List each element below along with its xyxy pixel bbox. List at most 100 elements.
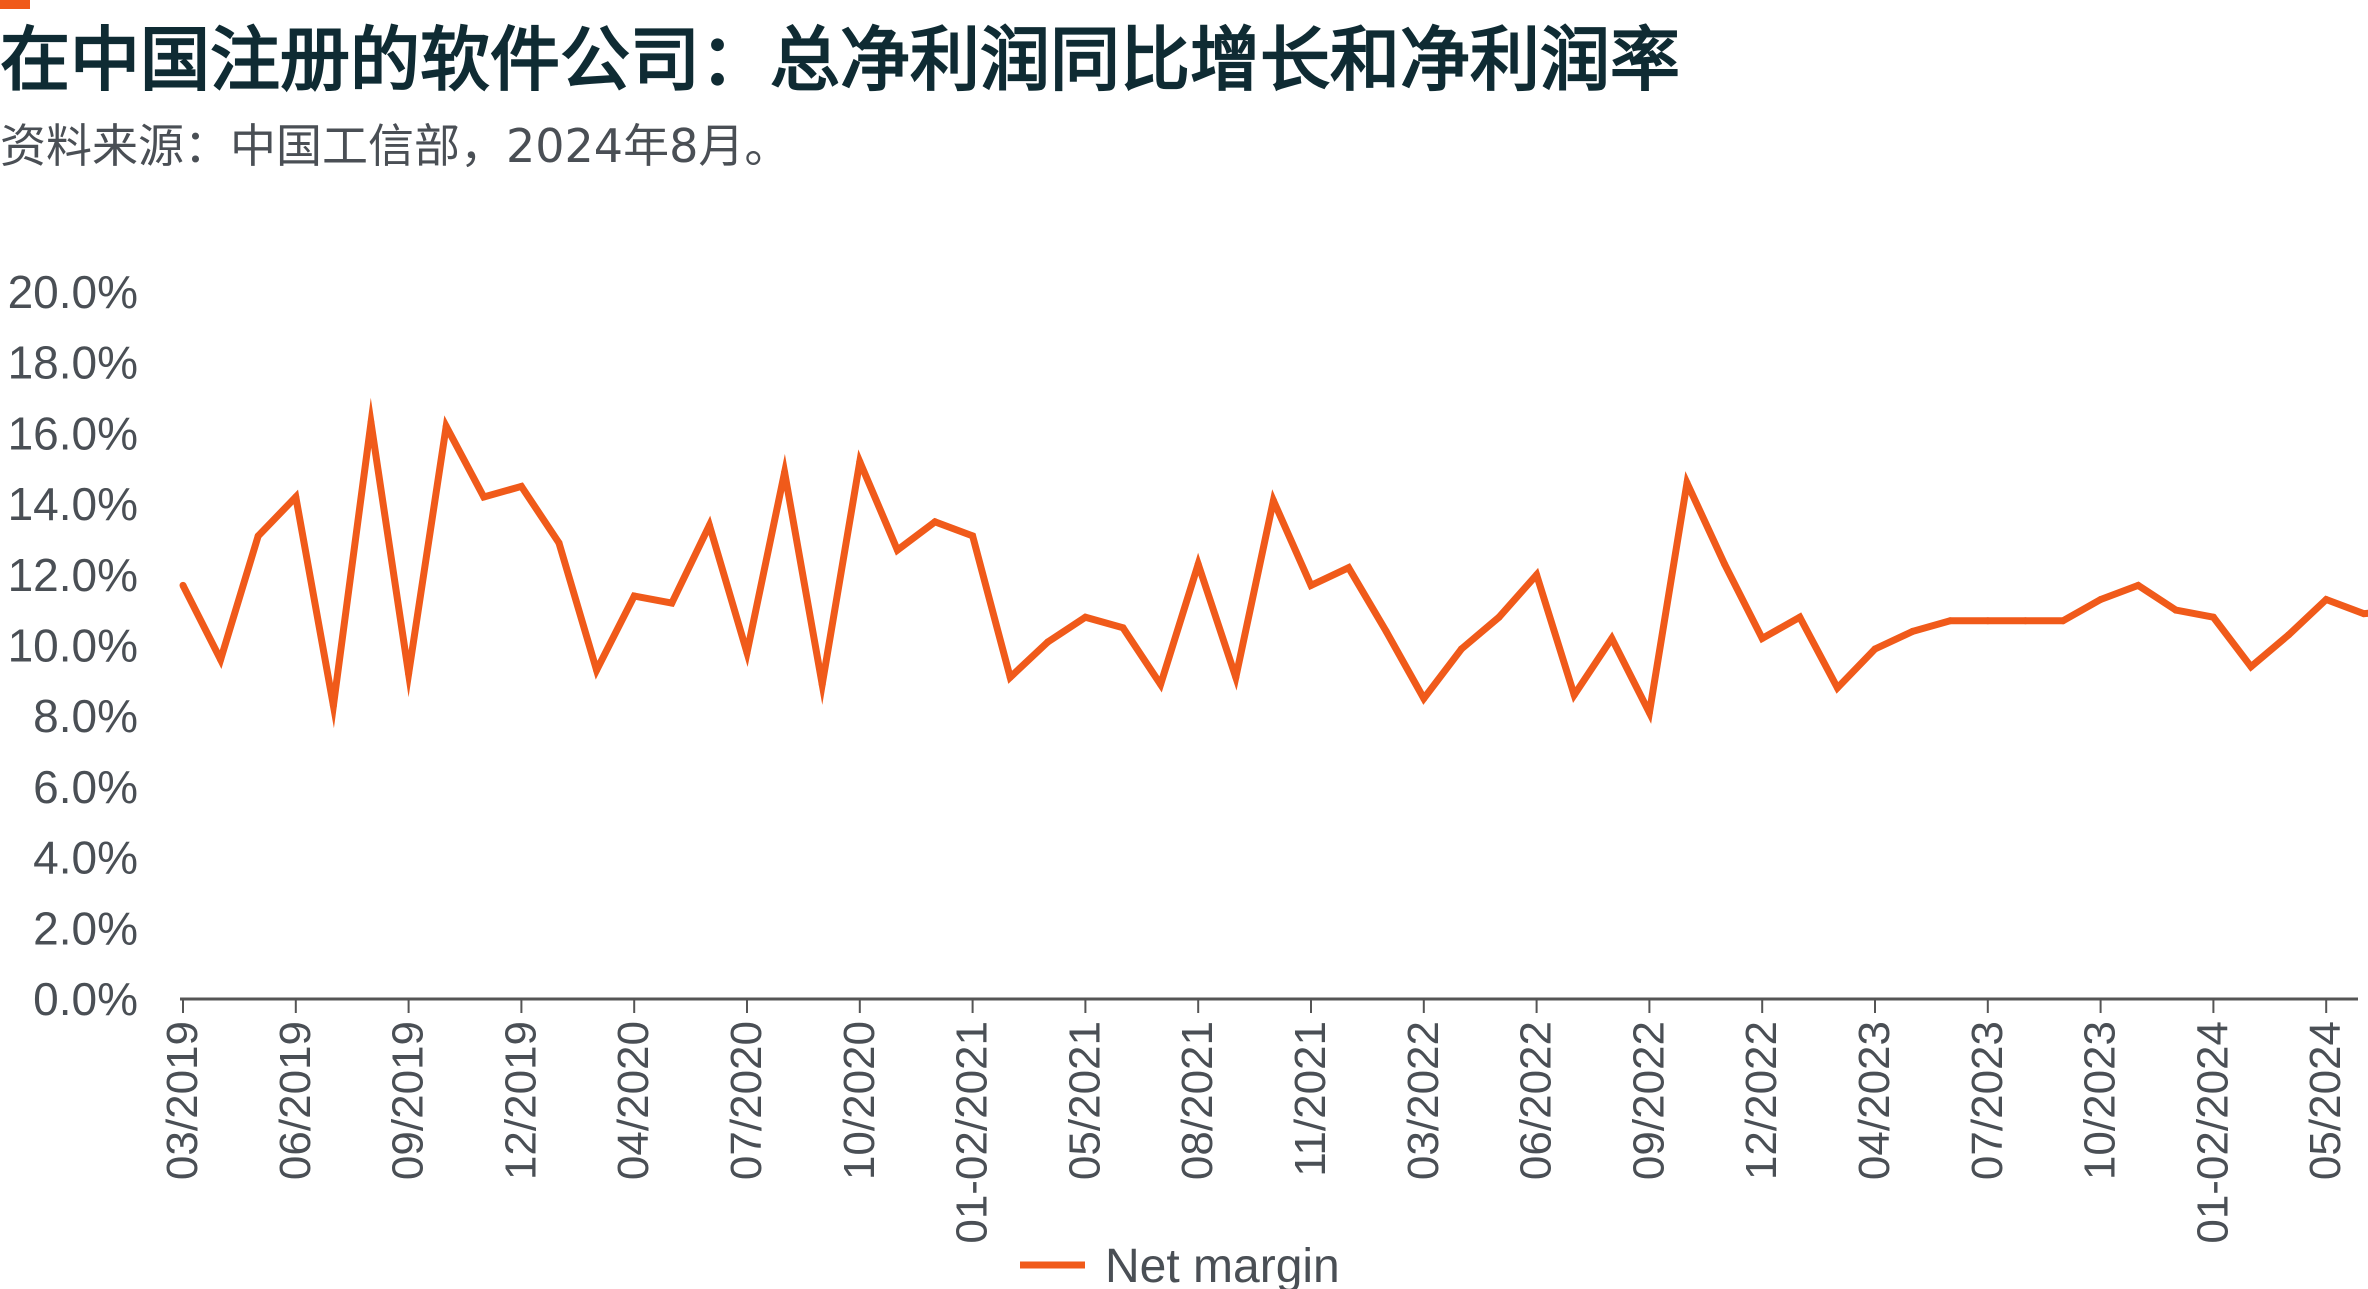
- y-tick-label: 20.0%: [8, 266, 138, 318]
- x-tick-label: 06/2022: [1512, 1021, 1561, 1180]
- x-tick-label: 09/2019: [384, 1021, 433, 1180]
- data-point: [1382, 627, 1390, 635]
- data-point: [969, 532, 977, 540]
- x-tick-label: 11/2021: [1286, 1021, 1335, 1177]
- data-point: [1721, 560, 1729, 568]
- data-point: [1871, 645, 1879, 653]
- x-tick-label: 12/2022: [1737, 1021, 1786, 1180]
- data-point: [292, 493, 300, 501]
- data-point: [2134, 581, 2142, 589]
- y-tick-label: 16.0%: [8, 407, 138, 459]
- data-point: [2247, 663, 2255, 671]
- legend: Net margin: [1020, 1240, 1340, 1289]
- data-point: [1683, 479, 1691, 487]
- data-point: [2097, 596, 2105, 604]
- data-point: [931, 518, 939, 526]
- data-point: [1006, 673, 1014, 681]
- data-point: [2285, 631, 2293, 639]
- data-point: [1119, 624, 1127, 632]
- chart-source-note: 资料来源：中国工信部，2024年8月。: [0, 119, 791, 173]
- x-tick-label: 04/2020: [609, 1021, 658, 1180]
- data-point: [1570, 691, 1578, 699]
- x-tick-label: 01-02/2024: [2188, 1021, 2237, 1244]
- x-tick-label: 03/2019: [158, 1021, 207, 1180]
- series-layer: [179, 397, 2368, 729]
- x-tick-label: 09/2022: [1624, 1021, 1673, 1180]
- data-point: [1269, 497, 1277, 505]
- data-point: [405, 670, 413, 678]
- data-point: [818, 680, 826, 688]
- y-tick-label: 4.0%: [33, 832, 138, 884]
- chart-title: 在中国注册的软件公司：总净利润同比增长和净利润率: [0, 19, 1680, 101]
- y-axis: 0.0% 2.0% 4.0% 6.0% 8.0% 10.0% 12.0% 14.0% 16.0%…: [8, 266, 138, 1025]
- x-tick-label: 08/2021: [1173, 1021, 1222, 1180]
- x-tick-label: 03/2022: [1399, 1021, 1448, 1180]
- legend-label-net-margin: Net margin: [1105, 1240, 1340, 1289]
- data-point: [2059, 617, 2067, 625]
- x-tick-label: 10/2020: [835, 1021, 884, 1180]
- data-point: [2322, 596, 2330, 604]
- data-point: [630, 592, 638, 600]
- data-point: [2172, 606, 2180, 614]
- data-point: [743, 649, 751, 657]
- y-tick-label: 12.0%: [8, 549, 138, 601]
- data-point: [668, 599, 676, 607]
- data-point: [1232, 673, 1240, 681]
- data-point: [593, 666, 601, 674]
- data-point: [367, 419, 375, 427]
- data-point: [1984, 617, 1992, 625]
- data-point: [1645, 709, 1653, 717]
- data-point: [1307, 581, 1315, 589]
- data-point: [1044, 638, 1052, 646]
- y-tick-label: 8.0%: [33, 690, 138, 742]
- x-tick-label: 05/2024: [2301, 1021, 2350, 1180]
- data-point: [179, 581, 187, 589]
- y-tick-label: 14.0%: [8, 478, 138, 530]
- data-point: [2360, 610, 2368, 618]
- data-point: [1457, 645, 1465, 653]
- x-tick-label: 05/2021: [1060, 1021, 1109, 1180]
- data-point: [1194, 560, 1202, 568]
- data-point: [893, 546, 901, 554]
- data-point: [781, 468, 789, 476]
- y-tick-label: 6.0%: [33, 761, 138, 813]
- x-tick-label: 04/2023: [1850, 1021, 1899, 1180]
- data-point: [480, 493, 488, 501]
- data-point: [517, 482, 525, 490]
- x-tick-label: 12/2019: [496, 1021, 545, 1180]
- series-line-net-margin: [179, 397, 2368, 729]
- data-point: [1946, 617, 1954, 625]
- x-tick-label: 07/2020: [722, 1021, 771, 1180]
- x-tick-label: 10/2023: [2076, 1021, 2125, 1180]
- accent-bar: [0, 0, 30, 9]
- data-point: [1833, 684, 1841, 692]
- x-tick-label: 06/2019: [271, 1021, 320, 1180]
- data-point: [1758, 634, 1766, 642]
- data-point: [856, 458, 864, 466]
- data-point: [217, 656, 225, 664]
- data-point: [1608, 634, 1616, 642]
- data-point: [2021, 617, 2029, 625]
- data-point: [329, 702, 337, 710]
- data-point: [1345, 564, 1353, 572]
- data-point: [442, 422, 450, 430]
- y-tick-label: 10.0%: [8, 620, 138, 672]
- data-point: [1796, 613, 1804, 621]
- x-tick-label: 01-02/2021: [948, 1021, 997, 1244]
- data-point: [1081, 613, 1089, 621]
- data-point: [254, 532, 262, 540]
- y-tick-label: 0.0%: [33, 973, 138, 1025]
- data-point: [1157, 680, 1165, 688]
- data-point: [555, 539, 563, 547]
- data-point: [705, 521, 713, 529]
- x-axis: 03/2019 06/2019 09/2019 12/2019 04/2020 07/20…: [158, 999, 2350, 1244]
- data-point: [1420, 695, 1428, 703]
- data-point: [1533, 571, 1541, 579]
- y-tick-label: 18.0%: [8, 337, 138, 389]
- data-point: [1909, 627, 1917, 635]
- data-point: [1495, 613, 1503, 621]
- y-tick-label: 2.0%: [33, 902, 138, 954]
- data-point: [2209, 613, 2217, 621]
- x-tick-label: 07/2023: [1963, 1021, 2012, 1180]
